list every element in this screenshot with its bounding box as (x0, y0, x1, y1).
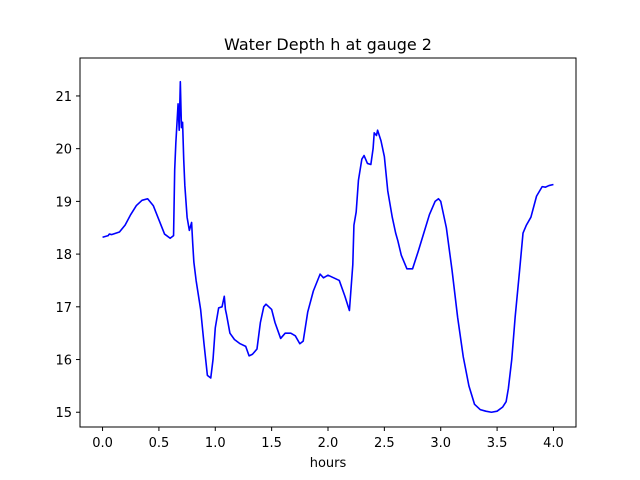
y-tick-label: 21 (55, 90, 72, 105)
x-tick-label: 3.0 (430, 436, 451, 451)
x-axis-label: hours (310, 456, 347, 471)
y-tick-label: 16 (55, 354, 72, 369)
x-tick-label: 3.5 (487, 436, 508, 451)
plot-background (80, 58, 576, 427)
x-tick-label: 1.0 (205, 436, 226, 451)
x-tick-label: 0.5 (149, 436, 170, 451)
y-tick-label: 18 (55, 248, 72, 263)
y-tick-label: 19 (55, 195, 72, 210)
x-tick-label: 1.5 (261, 436, 282, 451)
series-line-0 (102, 80, 554, 414)
y-tick-label: 20 (55, 143, 72, 158)
y-tick-label: 17 (55, 301, 72, 316)
x-tick-label: 2.0 (318, 436, 339, 451)
x-tick-label: 0.0 (92, 436, 113, 451)
y-tick-label: 15 (55, 406, 72, 421)
chart-title: Water Depth h at gauge 2 (224, 35, 432, 54)
x-tick-label: 4.0 (543, 436, 564, 451)
series-layer (102, 80, 554, 414)
x-axis: 0.0 0.5 1.0 1.5 2.0 2.5 3.0 3.5 4.0 (92, 427, 564, 451)
y-axis: 15 16 17 18 19 20 21 (55, 90, 80, 421)
x-tick-label: 2.5 (374, 436, 395, 451)
